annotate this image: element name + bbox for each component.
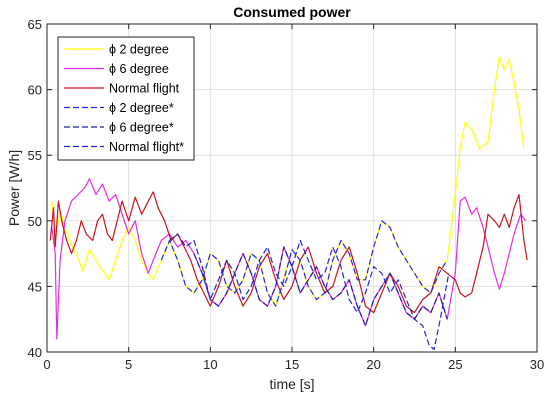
legend-label-5: ϕ 6 degree* xyxy=(109,121,174,135)
y-tick-label: 60 xyxy=(28,83,42,98)
series-line-3 xyxy=(49,191,528,314)
x-tick-label: 10 xyxy=(203,357,217,372)
legend-label-1: ϕ 2 degree xyxy=(109,43,169,57)
legend-label-4: ϕ 2 degree* xyxy=(109,101,174,115)
x-tick-label: 30 xyxy=(530,357,544,372)
series-line-4 xyxy=(160,220,448,307)
series-line-6 xyxy=(169,233,450,350)
x-tick-label: 0 xyxy=(43,357,50,372)
x-tick-label: 5 xyxy=(125,357,132,372)
y-axis-label: Power [W/h] xyxy=(6,150,22,226)
y-tick-label: 65 xyxy=(28,17,42,32)
x-tick-label: 25 xyxy=(448,357,462,372)
y-tick-label: 40 xyxy=(28,345,42,360)
legend-label-6: Normal flight* xyxy=(109,140,184,154)
legend-box xyxy=(57,36,195,161)
x-tick-label: 15 xyxy=(285,357,299,372)
chart-title: Consumed power xyxy=(233,4,351,20)
y-tick-label: 45 xyxy=(28,279,42,294)
legend-label-2: ϕ 6 degree xyxy=(109,62,169,76)
legend-label-3: Normal flight xyxy=(109,82,180,96)
x-tick-label: 20 xyxy=(366,357,380,372)
x-axis-label: time [s] xyxy=(269,376,314,392)
y-tick-label: 50 xyxy=(28,214,42,229)
y-tick-label: 55 xyxy=(28,148,42,163)
